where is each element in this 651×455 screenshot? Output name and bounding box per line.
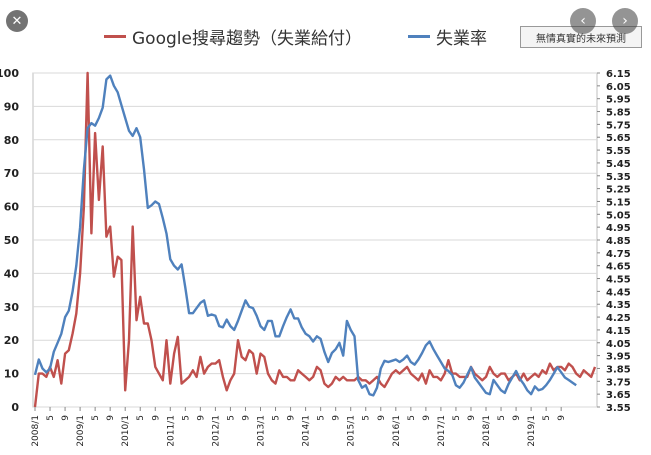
right-axis-tick-label: 5.25 [606,185,631,196]
left-axis-tick-label: 70 [4,167,20,180]
right-axis-tick-label: 3.55 [606,403,631,414]
right-axis-tick-label: 3.85 [606,364,631,375]
x-axis-tick-label: 5 [407,415,417,421]
legend-google-swatch [104,35,126,38]
x-axis-tick-label: 5 [181,415,191,421]
x-axis-tick-label: 5 [46,415,56,421]
right-axis-tick-label: 4.75 [606,249,631,260]
right-axis-tick-label: 6.05 [606,82,631,93]
chevron-right-icon[interactable]: › [612,8,638,34]
left-axis-tick-label: 80 [4,134,20,147]
series-line-google [33,71,597,408]
right-axis-tick-label: 5.75 [606,120,631,131]
right-axis-tick-label: 5.95 [606,95,631,106]
right-axis-tick-label: 5.15 [606,197,631,208]
right-axis-tick-label: 4.95 [606,223,631,234]
right-axis-tick-label: 4.35 [606,300,631,311]
x-axis-tick-label: 5 [497,415,507,421]
x-axis-tick-label: 2010/1 [121,415,131,447]
x-axis-tick-label: 2009/1 [76,415,86,447]
left-axis-tick-label: 10 [4,368,20,381]
right-axis-tick-label: 5.65 [606,133,631,144]
x-axis-tick-label: 2012/1 [211,415,221,447]
right-axis-tick-label: 4.55 [606,275,631,286]
x-axis-tick-label: 9 [61,415,71,421]
right-axis-tick-label: 4.85 [606,236,631,247]
right-axis-tick-label: 4.15 [606,326,631,337]
legend-google-label: Google搜尋趨勢（失業給付） [132,29,362,49]
x-axis-tick-label: 9 [151,415,161,421]
left-axis-tick-label: 50 [4,234,20,247]
left-axis-tick-label: 100 [0,67,19,80]
legend-unemployment-swatch [408,35,430,38]
right-axis-tick-label: 4.25 [606,313,631,324]
left-axis-tick-label: 30 [4,301,20,314]
left-axis-tick-label: 60 [4,201,20,214]
x-axis-tick-label: 9 [332,415,342,421]
x-axis-tick-label: 5 [226,415,236,421]
x-axis-tick-label: 9 [467,415,477,421]
x-axis-tick-label: 9 [422,415,432,421]
x-axis-tick-label: 2011/1 [166,415,176,447]
right-axis-tick-label: 5.35 [606,172,631,183]
x-axis-tick-label: 9 [287,415,297,421]
x-axis-tick-label: 2016/1 [392,415,402,447]
series-line-unemployment [33,74,577,397]
x-axis-tick-label: 2013/1 [257,415,267,447]
x-axis-tick-label: 5 [136,415,146,421]
x-axis-tick-label: 2015/1 [347,415,357,447]
chevron-left-icon[interactable]: ‹ [570,8,596,34]
left-axis-tick-label: 0 [11,401,19,414]
x-axis-tick-label: 5 [362,415,372,421]
x-axis-tick-label: 9 [557,415,567,421]
x-axis-tick-label: 5 [317,415,327,421]
close-icon[interactable]: ✕ [6,10,28,32]
right-axis-tick-label: 5.45 [606,159,631,170]
x-axis-tick-label: 2008/1 [31,415,41,447]
x-axis-tick-label: 9 [377,415,387,421]
x-axis-tick-label: 5 [272,415,282,421]
x-axis-tick-label: 5 [542,415,552,421]
right-axis-tick-label: 5.85 [606,108,631,119]
left-axis-tick-label: 40 [4,267,20,280]
right-axis-tick-label: 6.15 [606,69,631,80]
right-axis-tick-label: 3.95 [606,352,631,363]
legend-unemployment-label: 失業率 [436,29,487,49]
x-axis-tick-label: 9 [512,415,522,421]
x-axis-tick-label: 9 [241,415,251,421]
x-axis-tick-label: 2017/1 [437,415,447,447]
x-axis-tick-label: 9 [196,415,206,421]
right-axis-tick-label: 3.75 [606,377,631,388]
x-axis-tick-label: 2018/1 [482,415,492,447]
x-axis-tick-label: 9 [106,415,116,421]
legend-unemployment: 失業率 [408,24,487,49]
right-axis-tick-label: 5.05 [606,210,631,221]
legend-google: Google搜尋趨勢（失業給付） [104,24,362,49]
left-axis-tick-label: 90 [4,100,20,113]
right-axis-tick-label: 5.55 [606,146,631,157]
x-axis-tick-label: 2014/1 [302,415,312,447]
right-axis-tick-label: 4.45 [606,287,631,298]
x-axis-tick-label: 2019/1 [527,415,537,447]
right-axis-tick-label: 3.65 [606,390,631,401]
right-axis-tick-label: 4.65 [606,262,631,273]
x-axis-tick-label: 5 [91,415,101,421]
left-axis-tick-label: 20 [4,334,20,347]
x-axis-tick-label: 5 [452,415,462,421]
right-axis-tick-label: 4.05 [606,339,631,350]
